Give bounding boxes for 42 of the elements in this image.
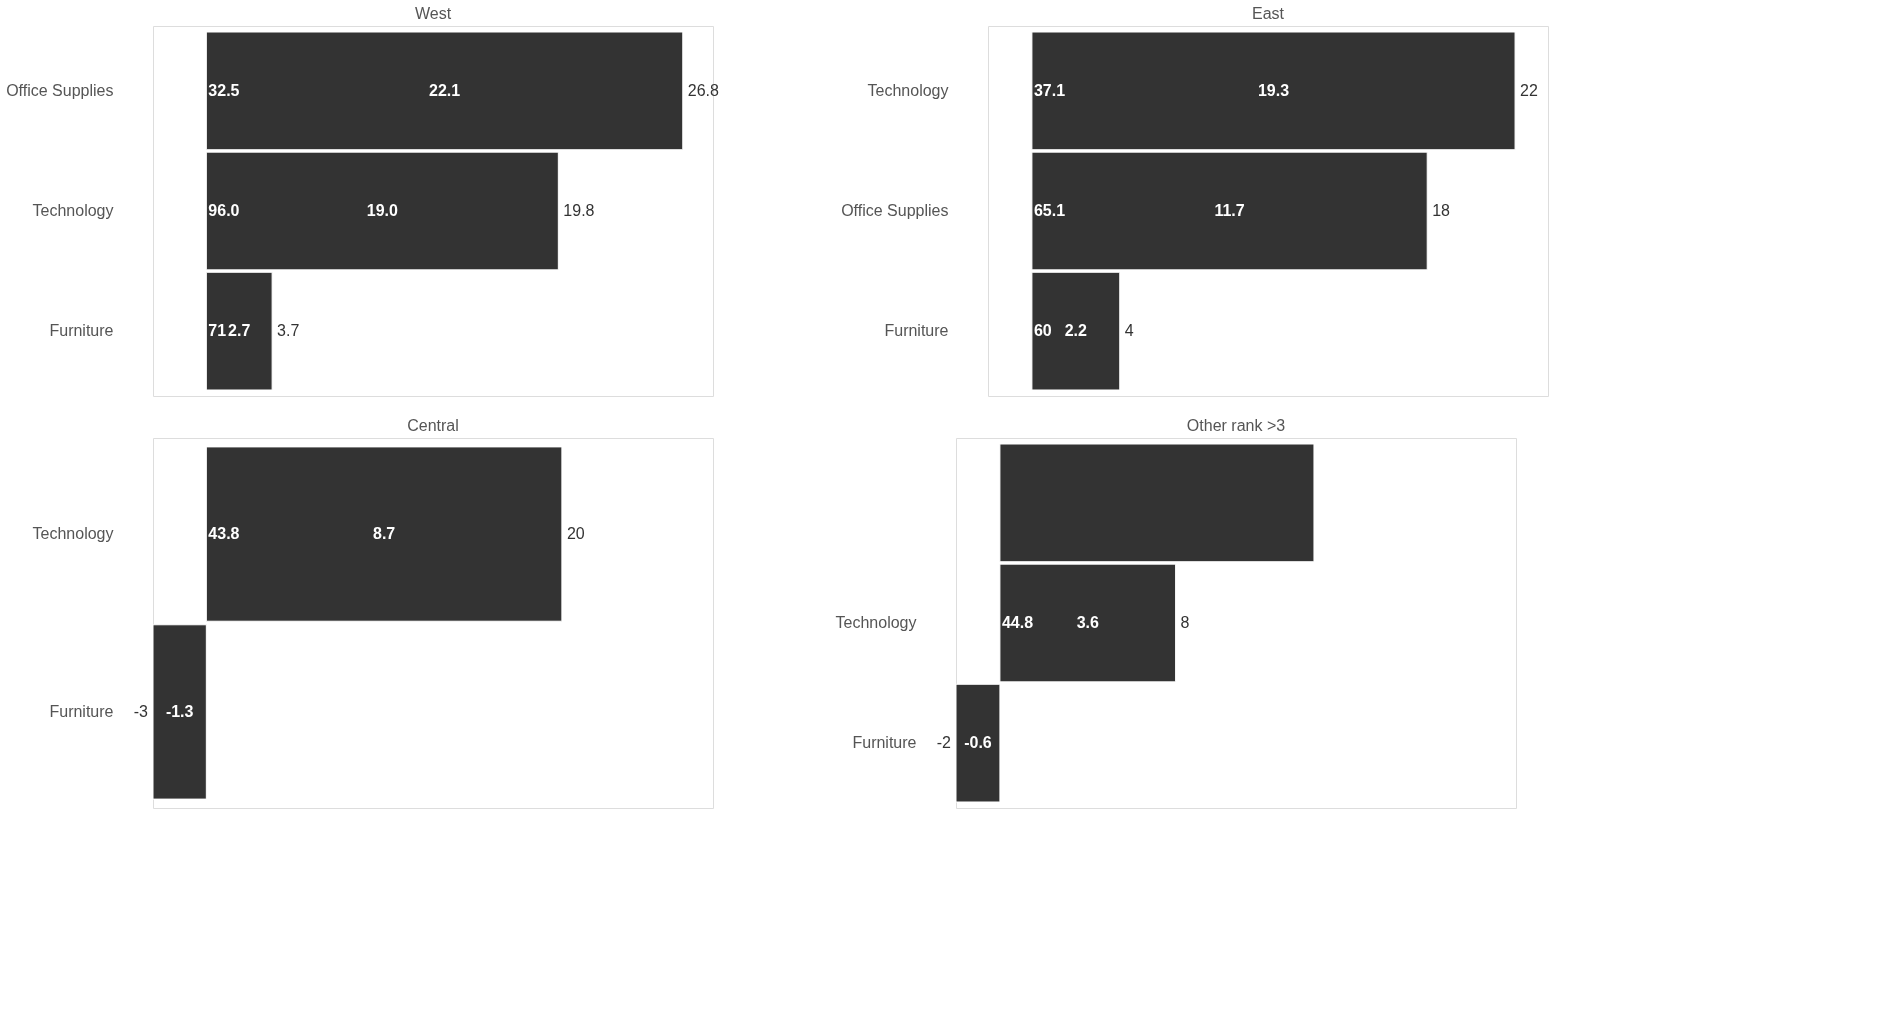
annotation: 2.2 (1064, 322, 1088, 340)
annotation: 2.7 (228, 322, 251, 340)
annotation: -0.6 (964, 734, 992, 752)
data-label: 4 (1124, 322, 1134, 340)
annotation: 3.6 (1076, 614, 1099, 631)
y-tick-label: Technology (867, 81, 949, 99)
y-tick-label: Technology (32, 525, 114, 543)
data-label: 19.8 (563, 202, 595, 219)
annotation: 44.8 (1001, 614, 1034, 631)
annotation: 71 (208, 322, 227, 340)
data-label: -2 (936, 734, 952, 752)
annotation: 32.5 (208, 81, 240, 99)
annotation: 19.3 (1257, 81, 1290, 99)
data-label: 22 (1520, 81, 1538, 99)
y-tick-label: Office Supplies (6, 81, 114, 99)
annotation: 60 (1033, 322, 1052, 340)
y-tick-label: Furniture (884, 322, 949, 340)
data-label: -3 (133, 702, 149, 720)
annotation: 37.1 (1033, 81, 1066, 99)
data-label: 26.8 (687, 81, 720, 99)
annotation: 22.1 (428, 81, 461, 99)
chart-title: East (1251, 5, 1285, 22)
y-tick-label: Technology (835, 614, 917, 631)
y-tick-label: Furniture (49, 322, 114, 340)
y-tick-label: Technology (32, 202, 114, 219)
annotation: 96.0 (208, 202, 240, 219)
annotation: 8.7 (372, 525, 396, 543)
data-label: 20 (566, 525, 585, 543)
annotation: 19.0 (366, 202, 399, 219)
annotation: 65.1 (1033, 202, 1066, 219)
chart-title: Central (407, 417, 459, 434)
y-tick-label: Office Supplies (841, 202, 949, 219)
chart-title: West (414, 5, 452, 22)
y-tick-label: Furniture (49, 702, 114, 720)
data-label: 8 (1180, 614, 1190, 631)
data-label: 3.7 (277, 322, 300, 340)
annotation: -1.3 (165, 702, 194, 720)
chart-title: Other rank >3 (1186, 417, 1286, 434)
annotation: 11.7 (1214, 202, 1245, 219)
y-tick-label: Furniture (852, 734, 917, 752)
data-label: 18 (1432, 202, 1451, 219)
annotation: 43.8 (208, 525, 240, 543)
